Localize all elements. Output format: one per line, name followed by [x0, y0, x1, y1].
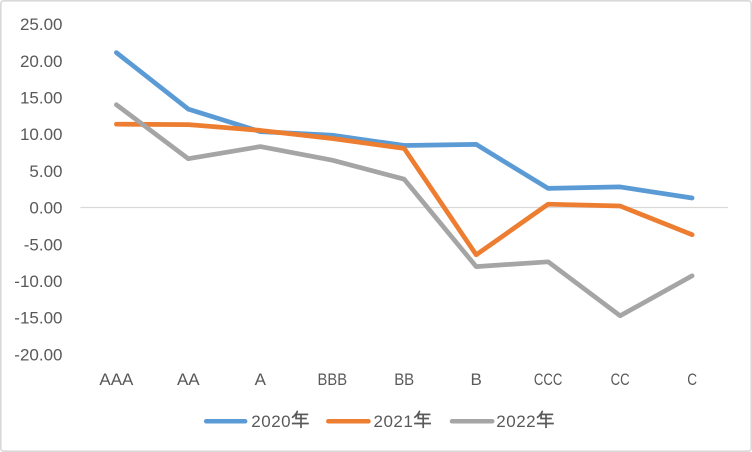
svg-text:0.00: 0.00	[29, 199, 62, 218]
svg-text:2022: 2022	[496, 412, 536, 431]
svg-text:2020: 2020	[251, 412, 291, 431]
svg-text:20.00: 20.00	[20, 52, 63, 71]
svg-text:C: C	[687, 370, 697, 389]
svg-text:CCC: CCC	[534, 370, 563, 389]
svg-text:CC: CC	[611, 370, 630, 389]
svg-text:B: B	[471, 370, 482, 389]
svg-text:10.00: 10.00	[20, 125, 63, 144]
svg-text:-15.00: -15.00	[14, 309, 62, 328]
svg-text:2021: 2021	[374, 412, 414, 431]
svg-text:-20.00: -20.00	[14, 345, 62, 364]
svg-text:-5.00: -5.00	[24, 235, 63, 254]
svg-text:25.00: 25.00	[20, 15, 63, 34]
svg-text:BBB: BBB	[318, 370, 348, 389]
svg-text:A: A	[255, 370, 267, 389]
svg-text:AAA: AAA	[99, 370, 134, 389]
svg-text:BB: BB	[394, 370, 414, 389]
svg-text:5.00: 5.00	[29, 162, 62, 181]
svg-text:-10.00: -10.00	[14, 272, 62, 291]
svg-text:AA: AA	[177, 370, 200, 389]
svg-text:15.00: 15.00	[20, 89, 63, 108]
